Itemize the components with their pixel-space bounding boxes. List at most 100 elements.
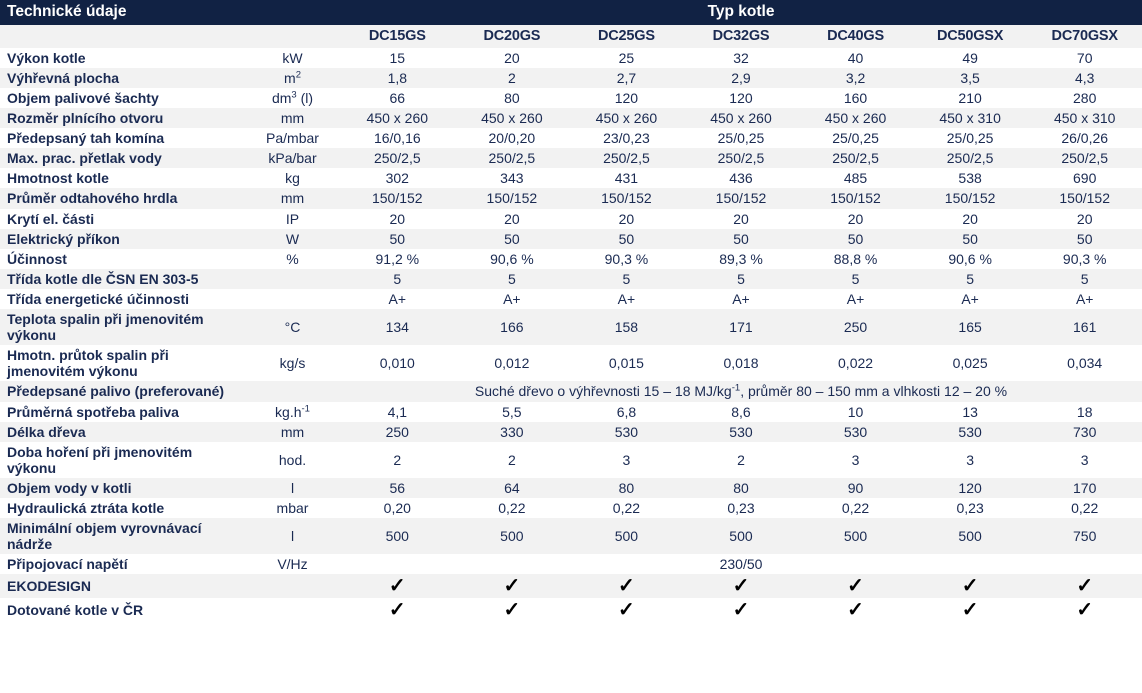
row-unit: [245, 598, 341, 623]
row-label: Výkon kotle: [0, 47, 245, 68]
table-row: Objem vody v kotli l 56 64 80 80 90 120 170: [0, 477, 1142, 498]
row-unit: V/Hz: [245, 554, 341, 575]
row-value: 450 x 310: [912, 108, 1028, 129]
row-unit: [245, 288, 341, 310]
row-value: 0,22: [454, 497, 570, 519]
row-label: Hmotn. průtok spalin při jmenovitém výko…: [0, 345, 245, 382]
row-value: 150/152: [340, 188, 455, 209]
row-value: A+: [569, 288, 684, 310]
row-value: 450 x 310: [1027, 108, 1142, 129]
row-unit: W: [245, 228, 341, 249]
row-value: 20/0,20: [454, 128, 570, 149]
row-value: 0,018: [683, 345, 799, 382]
row-value: 0,23: [912, 497, 1028, 519]
row-label: Hydraulická ztráta kotle: [0, 497, 245, 519]
row-value: 10: [798, 401, 913, 422]
check-icon: ✓: [1027, 574, 1142, 599]
row-unit: [245, 268, 341, 289]
table-row: Výhřevná plocha m2 1,8 2 2,7 2,9 3,2 3,5 4,3: [0, 67, 1142, 88]
row-value: 165: [912, 309, 1028, 346]
table-row: Průměrná spotřeba paliva kg.h-1 4,1 5,5 6,8 8…: [0, 401, 1142, 422]
table-row: Max. prac. přetlak vody kPa/bar 250/2,5 250…: [0, 148, 1142, 169]
row-value: 450 x 260: [340, 108, 455, 129]
row-value: A+: [912, 288, 1028, 310]
table-row: Hmotn. průtok spalin při jmenovitém výko…: [0, 345, 1142, 382]
model-group-label: Typ kotle: [340, 0, 1142, 25]
table-header: Technické údaje Typ kotle DC15GS DC20GS …: [0, 0, 1142, 48]
row-value: 18: [1027, 401, 1142, 422]
row-value: 500: [569, 518, 684, 555]
row-value: 64: [454, 477, 570, 498]
model-header-dc50gsx: DC50GSX: [912, 24, 1028, 48]
row-unit: mm: [245, 188, 341, 209]
row-label: Dotované kotle v ČR: [0, 598, 245, 623]
row-value: 150/152: [683, 188, 799, 209]
row-value: 450 x 260: [683, 108, 799, 129]
table-row: Rozměr plnícího otvoru mm 450 x 260 450 x 2…: [0, 108, 1142, 129]
row-value: 80: [454, 88, 570, 109]
row-value: 3: [569, 441, 684, 478]
table-row: Dotované kotle v ČR ✓ ✓ ✓ ✓ ✓ ✓ ✓: [0, 598, 1142, 623]
row-value: 5: [798, 268, 913, 289]
row-value: 25/0,25: [683, 128, 799, 149]
model-header-dc25gs: DC25GS: [569, 24, 684, 48]
table-row: Doba hoření při jmenovitém výkonu hod. 2 2 3…: [0, 441, 1142, 478]
row-value: 3: [1027, 441, 1142, 478]
row-value: 4,1: [340, 401, 455, 422]
row-value: 120: [683, 88, 799, 109]
row-value: 0,025: [912, 345, 1028, 382]
row-value: 90,3 %: [1027, 248, 1142, 269]
row-value: 50: [798, 228, 913, 249]
table-row: EKODESIGN ✓ ✓ ✓ ✓ ✓ ✓ ✓: [0, 574, 1142, 599]
row-value: 90,6 %: [912, 248, 1028, 269]
row-value: 23/0,23: [569, 128, 684, 149]
row-value: 6,8: [569, 401, 684, 422]
row-value: 3,2: [798, 67, 913, 88]
row-value: 120: [569, 88, 684, 109]
row-label: Minimální objem vyrovnávací nádrže: [0, 518, 245, 555]
row-value: 450 x 260: [798, 108, 913, 129]
row-value: 690: [1027, 168, 1142, 189]
row-value: 50: [340, 228, 455, 249]
row-value: 20: [340, 208, 455, 229]
row-value: 8,6: [683, 401, 799, 422]
check-icon: ✓: [569, 574, 684, 599]
row-unit: dm3 (l): [245, 88, 341, 109]
row-value: 538: [912, 168, 1028, 189]
row-unit: l: [245, 477, 341, 498]
row-unit: hod.: [245, 441, 341, 478]
row-value: 32: [683, 47, 799, 68]
row-value: 171: [683, 309, 799, 346]
table-body: Výkon kotle kW 15 20 25 32 40 49 70 Výhřevná ploc…: [0, 47, 1142, 623]
row-unit: mm: [245, 108, 341, 129]
table-row: Připojovací napětí V/Hz 230/50: [0, 554, 1142, 575]
check-icon: ✓: [912, 574, 1028, 599]
row-value: 431: [569, 168, 684, 189]
row-value: A+: [798, 288, 913, 310]
row-value: 302: [340, 168, 455, 189]
model-header-dc70gsx: DC70GSX: [1027, 24, 1142, 48]
row-value: 530: [569, 421, 684, 442]
row-value: 5: [454, 268, 570, 289]
row-label: Průměrná spotřeba paliva: [0, 401, 245, 422]
row-value: 15: [340, 47, 455, 68]
check-icon: ✓: [798, 574, 913, 599]
table-row: Minimální objem vyrovnávací nádrže l 500 50…: [0, 518, 1142, 555]
row-label: Doba hoření při jmenovitém výkonu: [0, 441, 245, 478]
row-value: 20: [454, 47, 570, 68]
row-label: Elektrický příkon: [0, 228, 245, 249]
row-value: 0,022: [798, 345, 913, 382]
title-band-row: Technické údaje Typ kotle: [0, 0, 1142, 25]
table-row: Účinnost% 91,2 % 90,6 % 90,3 % 89,3 % 88,8 % 9…: [0, 248, 1142, 269]
row-value: 0,010: [340, 345, 455, 382]
row-value: 0,23: [683, 497, 799, 519]
row-value: 330: [454, 421, 570, 442]
row-value: 0,015: [569, 345, 684, 382]
row-value: 5,5: [454, 401, 570, 422]
row-value: 88,8 %: [798, 248, 913, 269]
row-value: 50: [454, 228, 570, 249]
table-row: Výkon kotle kW 15 20 25 32 40 49 70: [0, 47, 1142, 68]
row-value: 49: [912, 47, 1028, 68]
row-value: 250/2,5: [683, 148, 799, 169]
row-value: 343: [454, 168, 570, 189]
